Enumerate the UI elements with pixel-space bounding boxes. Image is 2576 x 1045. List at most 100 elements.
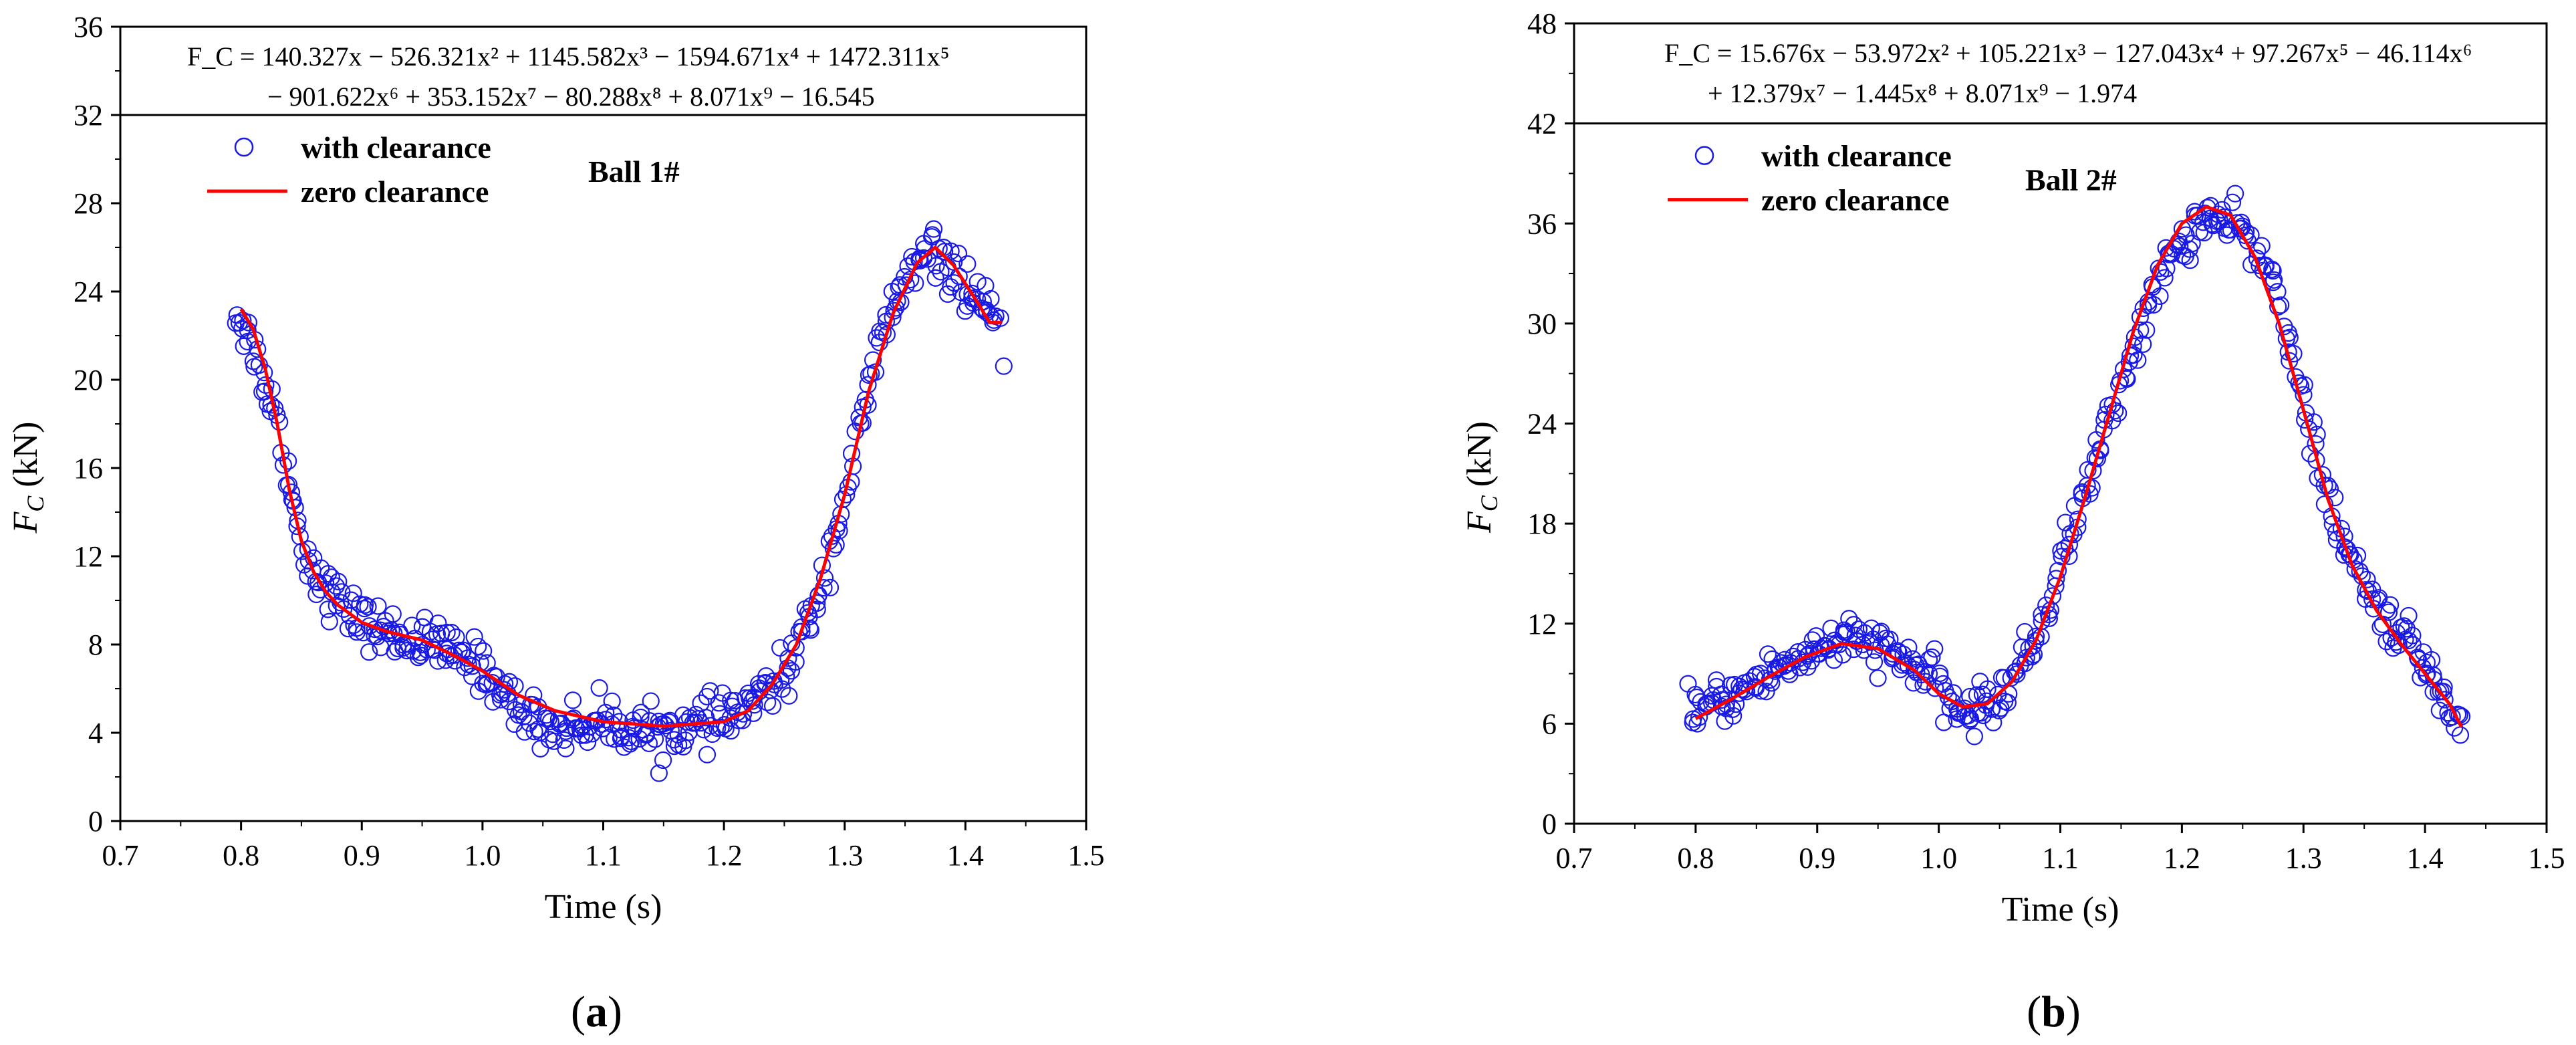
- scatter-point: [2451, 726, 2470, 744]
- scatter-point: [782, 662, 801, 680]
- x-tick-label: 1.5: [1068, 839, 1105, 872]
- scatter-point: [239, 314, 257, 332]
- scatter-point: [808, 594, 826, 612]
- scatter-point: [1865, 653, 1884, 671]
- scatter-point: [2027, 632, 2045, 650]
- scatter-point: [950, 267, 968, 285]
- scatter-point: [1862, 619, 1880, 637]
- scatter-point: [327, 577, 345, 595]
- x-tick-label: 1.1: [2042, 842, 2079, 875]
- scatter-point: [2106, 402, 2124, 420]
- scatter-point: [2084, 461, 2102, 480]
- scatter-point: [654, 751, 672, 770]
- scatter-point: [465, 628, 483, 646]
- scatter-point: [1869, 669, 1887, 687]
- scatter-point: [1920, 651, 1938, 669]
- scatter-point: [2016, 622, 2034, 641]
- x-tick-label: 0.8: [223, 839, 259, 872]
- scatter-point: [2186, 203, 2204, 221]
- scatter-point: [911, 251, 929, 269]
- scatter-point: [2134, 335, 2152, 353]
- y-axis-unit: (kN): [1460, 421, 1499, 495]
- scatter-point: [2400, 606, 2418, 625]
- scatter-point: [833, 490, 852, 509]
- scatter-point: [739, 684, 757, 703]
- scatter-point: [2069, 510, 2087, 528]
- x-tick-label: 0.7: [1556, 842, 1593, 875]
- y-tick-label: 42: [1527, 108, 1557, 140]
- scatter-point: [539, 709, 558, 727]
- scatter-point: [2263, 260, 2281, 279]
- scatter-point: [815, 569, 834, 587]
- scatter-point: [579, 733, 597, 751]
- scatter-point: [1840, 610, 1858, 628]
- y-tick-label: 12: [74, 540, 103, 573]
- scatter-point: [612, 729, 630, 747]
- scatter-point: [1724, 700, 1742, 719]
- scatter-point: [2398, 620, 2416, 638]
- scatter-point: [926, 269, 944, 287]
- scatter-point: [1730, 684, 1749, 702]
- legend-label-zero-clearance: zero clearance: [1761, 183, 1949, 217]
- scatter-point: [787, 653, 805, 671]
- scatter-series: [227, 220, 1013, 782]
- scatter-point: [2151, 287, 2169, 306]
- scatter-point: [2377, 601, 2396, 619]
- scatter-point: [2285, 344, 2303, 363]
- x-tick-label: 1.0: [1920, 842, 1957, 875]
- ball-annotation: Ball 1#: [588, 154, 680, 189]
- scatter-point: [555, 731, 573, 749]
- y-tick-label: 36: [1527, 207, 1557, 240]
- scatter-point: [2269, 283, 2287, 301]
- scatter-point: [2295, 386, 2313, 404]
- scatter-point: [469, 637, 487, 656]
- y-tick-label: 6: [1542, 707, 1557, 740]
- y-tick-label: 4: [88, 717, 103, 749]
- panel-label: (a): [571, 988, 622, 1036]
- scatter-point: [1833, 646, 1852, 664]
- panel-label-letter: a: [586, 988, 608, 1036]
- chart-panel-a: 0.7 0.8 0.9 1.0 1.1 1.2 1.3 1.4 1.5 0 4 8 12 16 20 24 28…: [7, 11, 1105, 1036]
- scatter-point: [2027, 627, 2045, 645]
- scatter-point: [640, 734, 658, 753]
- scatter-point: [698, 745, 717, 764]
- scatter-point: [1738, 683, 1756, 701]
- equation-line-2: − 901.622x⁶ + 353.152x⁷ − 80.288x⁸ + 8.0…: [267, 82, 875, 112]
- scatter-point: [2390, 636, 2408, 655]
- scatter-point: [650, 764, 668, 782]
- scatter-point: [902, 270, 920, 289]
- scatter-point: [1845, 640, 1863, 659]
- y-tick-label: 20: [74, 364, 103, 396]
- x-axis-label: Time (s): [2002, 891, 2119, 929]
- scatter-point: [1984, 713, 2003, 731]
- scatter-point: [2363, 590, 2381, 608]
- x-tick-label: 1.4: [2407, 842, 2444, 875]
- scatter-point: [2139, 296, 2158, 314]
- scatter-point: [2436, 691, 2454, 709]
- scatter-point: [763, 697, 782, 715]
- scatter-point: [438, 623, 456, 642]
- scatter-point: [924, 220, 943, 238]
- scatter-point: [2083, 479, 2101, 497]
- panel-label-open: (: [571, 988, 586, 1036]
- y-axis-symbol: F: [7, 511, 45, 534]
- scatter-point: [541, 713, 559, 731]
- scatter-point: [2171, 237, 2189, 255]
- scatter-point: [2129, 351, 2147, 369]
- scatter-point: [927, 257, 945, 275]
- equation-line-1: F_C = 15.676x − 53.972x² + 105.221x³ − 1…: [1664, 38, 2472, 68]
- scatter-point: [491, 686, 509, 704]
- y-axis-subscript: C: [22, 495, 49, 512]
- scatter-point: [1965, 727, 1983, 745]
- plot-frame: [119, 25, 1087, 822]
- scatter-point: [360, 643, 378, 661]
- x-tick-label: 1.4: [947, 839, 984, 872]
- scatter-point: [525, 723, 543, 741]
- scatter-point: [485, 667, 503, 685]
- scatter-point: [369, 597, 387, 615]
- scatter-point: [590, 679, 608, 697]
- scatter-point: [1688, 715, 1706, 733]
- x-axis-label: Time (s): [545, 888, 662, 926]
- scatter-point: [864, 351, 882, 369]
